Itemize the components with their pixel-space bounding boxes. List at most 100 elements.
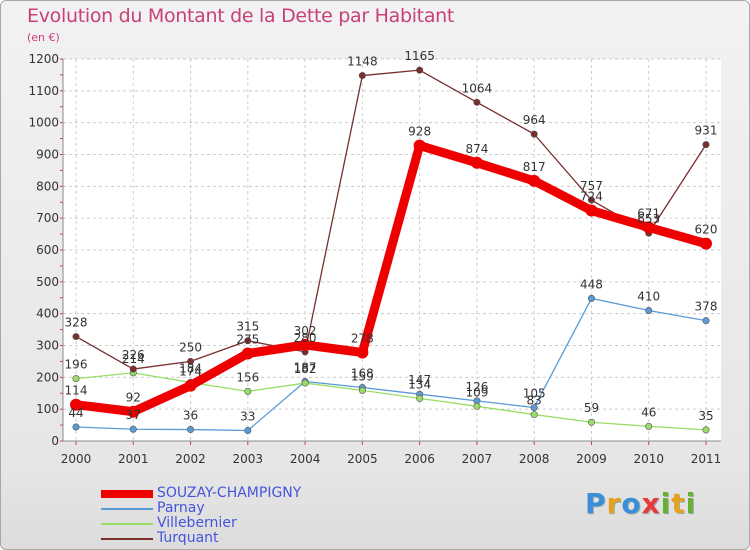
- data-label: 1064: [462, 81, 493, 95]
- data-label: 46: [641, 405, 656, 419]
- logo-letter: r: [606, 487, 622, 520]
- legend-swatch: [101, 522, 153, 525]
- logo-letter: o: [621, 487, 642, 520]
- series-line-turquant: [75, 69, 707, 370]
- y-tick-label: 900: [36, 148, 59, 162]
- data-point: [700, 237, 712, 250]
- data-point: [127, 405, 140, 418]
- data-label: 59: [584, 401, 599, 415]
- data-label: 931: [695, 124, 718, 138]
- x-tick-label: 2008: [519, 452, 550, 466]
- data-label: 114: [65, 384, 88, 398]
- y-tick-label: 700: [36, 211, 59, 225]
- x-tick-label: 2006: [404, 452, 435, 466]
- data-label: 147: [408, 373, 431, 387]
- chart-unit-label: (en €): [27, 31, 60, 44]
- y-tick-label: 300: [36, 339, 59, 353]
- data-point: [184, 379, 197, 392]
- data-point: [530, 130, 538, 138]
- x-tick-label: 2007: [462, 452, 493, 466]
- data-point: [470, 156, 483, 169]
- data-point: [241, 347, 254, 360]
- x-tick-label: 2001: [118, 452, 149, 466]
- data-label: 35: [698, 409, 713, 423]
- y-tick-label: 200: [36, 370, 59, 384]
- data-point: [702, 317, 710, 325]
- series-line-villebernier: [75, 372, 707, 431]
- y-tick-label: 0: [51, 434, 59, 448]
- legend-label: Turquant: [157, 530, 219, 546]
- data-point: [587, 196, 595, 204]
- data-label: 92: [126, 391, 141, 405]
- x-tick-label: 2010: [633, 452, 664, 466]
- data-label: 168: [351, 367, 374, 381]
- data-label: 83: [527, 394, 542, 408]
- data-label: 126: [465, 380, 488, 394]
- data-point: [187, 426, 195, 434]
- data-label: 36: [183, 409, 198, 423]
- data-point: [187, 357, 195, 365]
- data-point: [356, 346, 369, 359]
- x-tick-label: 2003: [233, 452, 264, 466]
- data-label: 196: [65, 358, 88, 372]
- data-label: 109: [465, 385, 488, 399]
- data-point: [530, 404, 538, 412]
- data-point: [473, 402, 481, 410]
- data-label: 928: [408, 125, 431, 139]
- legend-label: Villebernier: [157, 515, 237, 531]
- legend-swatch: [101, 537, 153, 540]
- logo-letter: i: [685, 487, 697, 520]
- x-tick-label: 2011: [691, 452, 722, 466]
- data-label: 134: [408, 377, 431, 391]
- data-label: 275: [236, 332, 259, 346]
- data-label: 302: [294, 324, 317, 338]
- data-label: 156: [236, 370, 259, 384]
- data-point: [645, 422, 653, 430]
- y-tick-label: 600: [36, 243, 59, 257]
- data-point: [72, 333, 80, 341]
- data-label: 620: [695, 223, 718, 237]
- data-label: 280: [294, 331, 317, 345]
- chart-title: Evolution du Montant de la Dette par Hab…: [27, 5, 455, 27]
- data-point: [587, 418, 595, 426]
- data-point: [244, 426, 252, 434]
- data-label: 187: [294, 360, 317, 374]
- data-label: 757: [580, 179, 603, 193]
- x-tick-label: 2004: [290, 452, 321, 466]
- legend-label: Parnay: [157, 500, 205, 516]
- data-point: [358, 386, 366, 394]
- data-label: 671: [637, 206, 660, 220]
- data-label: 817: [523, 160, 546, 174]
- data-point: [358, 72, 366, 80]
- y-tick-label: 1100: [28, 84, 59, 98]
- data-point: [645, 306, 653, 314]
- data-label: 410: [637, 289, 660, 303]
- data-point: [702, 426, 710, 434]
- y-tick-label: 800: [36, 179, 59, 193]
- data-label: 724: [580, 190, 603, 204]
- x-tick-label: 2009: [576, 452, 607, 466]
- data-label: 105: [523, 387, 546, 401]
- y-tick-label: 100: [36, 402, 59, 416]
- data-point: [129, 365, 137, 373]
- data-label: 278: [351, 332, 374, 346]
- data-label: 174: [179, 365, 202, 379]
- data-label: 44: [68, 406, 83, 420]
- legend-label: SOUZAY-CHAMPIGNY: [157, 485, 302, 501]
- data-label: 315: [236, 320, 259, 334]
- data-point: [528, 174, 541, 187]
- data-label: 33: [240, 409, 255, 423]
- x-tick-label: 2005: [347, 452, 378, 466]
- logo-letter: i: [660, 487, 672, 520]
- data-point: [244, 337, 252, 345]
- data-label: 653: [637, 212, 660, 226]
- data-point: [642, 221, 655, 234]
- data-point: [416, 394, 424, 402]
- logo-letter: t: [671, 487, 686, 520]
- data-point: [416, 66, 424, 74]
- proxiti-logo: Proxiti: [585, 487, 696, 520]
- data-point: [299, 338, 312, 351]
- data-label: 250: [179, 340, 202, 354]
- data-label: 378: [695, 300, 718, 314]
